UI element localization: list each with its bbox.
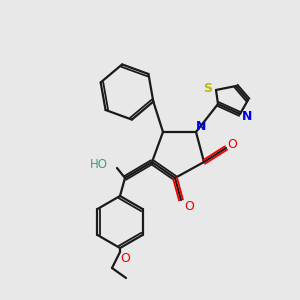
Text: S: S [203,82,212,95]
Text: N: N [242,110,252,124]
Text: N: N [196,119,206,133]
Text: O: O [227,137,237,151]
Text: O: O [184,200,194,212]
Text: O: O [120,251,130,265]
Text: HO: HO [90,158,108,170]
